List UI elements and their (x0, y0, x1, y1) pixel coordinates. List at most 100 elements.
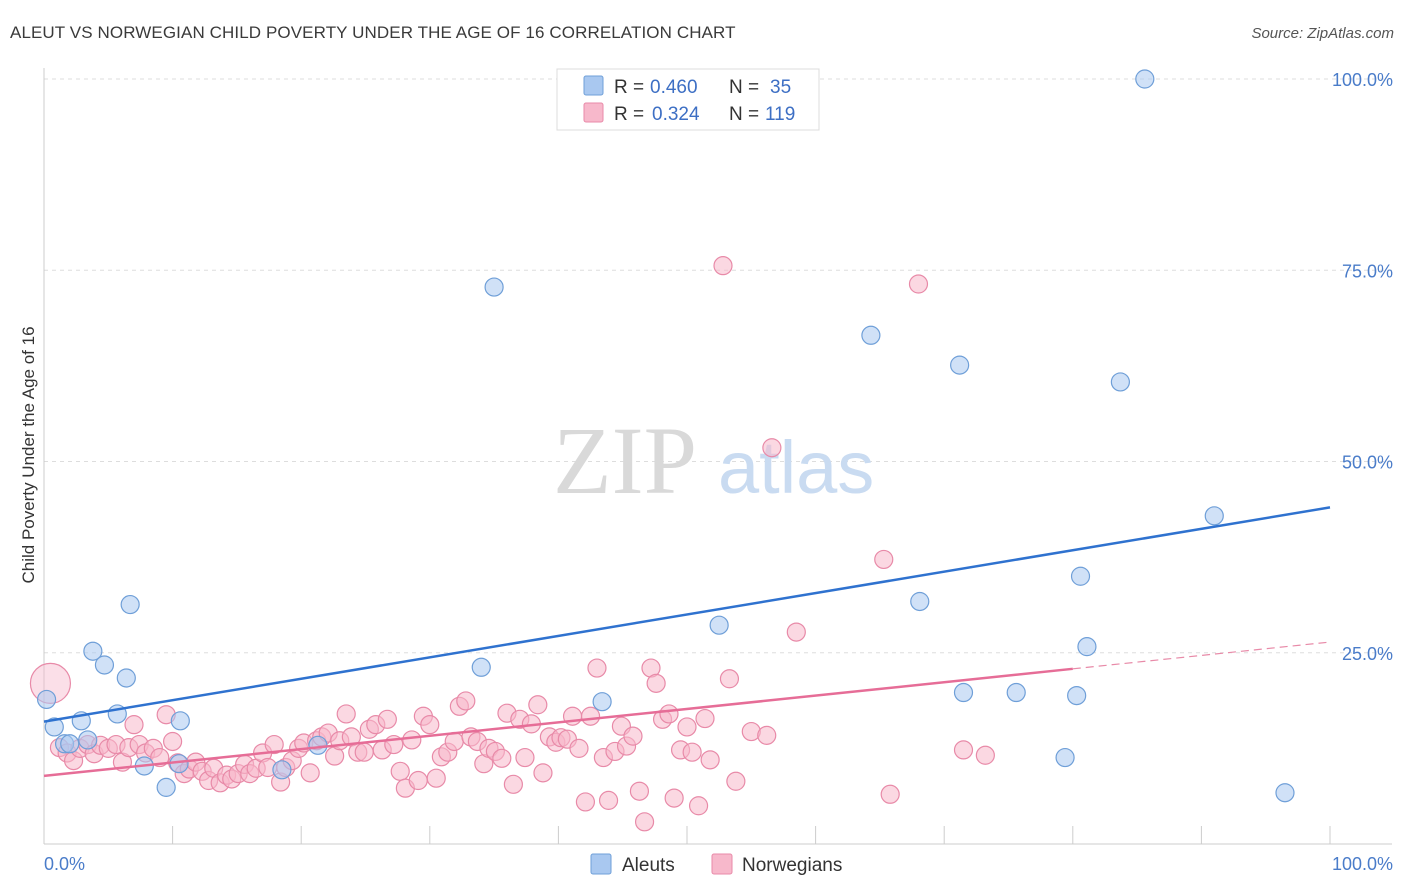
aleuts-point-20 (709, 615, 729, 635)
bottom-legend-label-norwegians: Norwegians (742, 855, 842, 876)
bottom-legend-label-aleuts: Aleuts (622, 855, 675, 876)
norwegians-point-77 (515, 747, 535, 768)
norwegians-point-80 (533, 763, 553, 783)
aleuts-point-18 (484, 277, 504, 297)
norwegians-point-107 (695, 708, 715, 729)
norwegians-point-62 (426, 768, 446, 788)
legend-swatch-norwegians (583, 102, 604, 123)
norwegians-point-119 (975, 745, 995, 765)
norwegians-points (29, 256, 995, 832)
x-tick-label-0: 0.0% (44, 854, 85, 874)
norwegians-point-12 (124, 715, 144, 735)
watermark-atlas: atlas (718, 426, 874, 509)
aleuts-point-10 (120, 594, 140, 615)
legend-n-value-aleuts: 35 (770, 77, 791, 98)
norwegians-point-75 (503, 774, 523, 794)
norwegians-point-102 (664, 788, 684, 808)
norwegians-point-41 (300, 763, 320, 783)
aleuts-point-9 (116, 668, 136, 688)
aleuts-point-15 (272, 760, 292, 780)
bottom-legend: Aleuts Norwegians (590, 853, 842, 876)
norwegians-point-67 (456, 691, 476, 711)
norwegians-point-79 (528, 695, 548, 715)
aleuts-point-5 (78, 730, 98, 750)
norwegians-point-58 (402, 730, 422, 750)
aleuts-point-0 (36, 689, 57, 710)
aleuts-point-22 (910, 591, 930, 612)
aleuts-point-28 (1070, 566, 1091, 586)
watermark-zip: ZIP (553, 407, 697, 514)
norwegians-trend-extension (1072, 641, 1331, 670)
bottom-legend-swatch-aleuts (590, 853, 612, 875)
norwegians-point-111 (726, 771, 746, 791)
legend-n-label-norwegians: N = (729, 104, 759, 125)
aleuts-point-16 (308, 735, 328, 755)
y-tick-label-3: 100.0% (1332, 70, 1393, 90)
norwegians-point-115 (874, 549, 894, 570)
aleuts-point-7 (94, 655, 115, 675)
aleuts-point-6 (83, 641, 103, 661)
legend-swatch-aleuts (583, 75, 604, 96)
norwegians-point-59 (408, 770, 428, 791)
aleuts-trend-line (43, 506, 1331, 723)
aleuts-point-24 (953, 682, 974, 703)
aleuts-point-29 (1077, 637, 1097, 657)
norwegians-point-110 (719, 669, 740, 689)
chart-source: Source: ZipAtlas.com (1251, 25, 1394, 42)
legend-r-label-norwegians: R = (614, 104, 644, 125)
norwegians-point-101 (659, 704, 679, 724)
norwegians-point-16 (150, 747, 170, 768)
legend-n-value-norwegians: 119 (765, 104, 795, 125)
norwegians-point-61 (420, 715, 440, 735)
bottom-legend-swatch-norwegians (711, 853, 733, 875)
aleuts-point-14 (170, 711, 190, 731)
aleuts-point-30 (1110, 372, 1130, 392)
y-tick-label-0: 25.0% (1342, 644, 1393, 664)
aleuts-point-23 (950, 355, 970, 375)
norwegians-point-99 (646, 673, 666, 693)
norwegians-point-56 (390, 761, 410, 781)
norwegians-point-89 (587, 658, 607, 678)
norwegians-point-88 (580, 706, 601, 726)
norwegians-point-65 (444, 731, 464, 752)
aleuts-point-17 (471, 657, 491, 677)
norwegians-point-104 (677, 717, 697, 737)
x-tick-label-1: 100.0% (1332, 854, 1393, 874)
aleuts-point-21 (861, 325, 881, 345)
chart-title: ALEUT VS NORWEGIAN CHILD POVERTY UNDER T… (10, 23, 736, 42)
norwegians-point-73 (492, 748, 512, 768)
norwegians-point-47 (336, 704, 356, 724)
aleuts-point-31 (1135, 69, 1155, 89)
norwegians-point-113 (757, 725, 777, 745)
y-tick-label-2: 75.0% (1342, 261, 1393, 281)
aleuts-point-26 (1055, 747, 1075, 768)
y-tick-label-1: 50.0% (1342, 453, 1393, 473)
aleuts-point-3 (60, 734, 80, 754)
norwegians-point-97 (634, 812, 655, 832)
legend-r-label-aleuts: R = (614, 77, 644, 98)
aleuts-point-1 (44, 717, 64, 737)
legend-box: R = 0.460 N = 35 R = 0.324 N = 119 (556, 68, 820, 131)
axes (43, 68, 1392, 845)
gridlines (44, 78, 1392, 654)
tick-labels: 25.0% 50.0% 75.0% 100.0% 0.0% 100.0% (44, 70, 1393, 874)
norwegians-point-106 (688, 796, 709, 816)
norwegians-point-116 (880, 784, 900, 804)
norwegians-point-96 (629, 781, 650, 801)
norwegians-point-54 (377, 709, 397, 729)
norwegians-point-18 (163, 731, 183, 752)
aleuts-point-12 (156, 777, 176, 797)
y-axis-label: Child Poverty Under the Age of 16 (19, 326, 38, 583)
legend-n-label-aleuts: N = (729, 77, 759, 98)
norwegians-trend-line (43, 667, 1073, 778)
norwegians-point-108 (700, 750, 720, 770)
aleuts-point-25 (1006, 682, 1026, 703)
legend-r-value-norwegians: 0.324 (652, 104, 700, 125)
norwegians-point-109 (713, 256, 733, 276)
aleuts-point-32 (1204, 506, 1224, 526)
norwegians-point-120 (762, 438, 782, 458)
norwegians-point-91 (598, 790, 619, 810)
norwegians-point-87 (575, 792, 596, 812)
norwegians-point-105 (682, 742, 702, 762)
